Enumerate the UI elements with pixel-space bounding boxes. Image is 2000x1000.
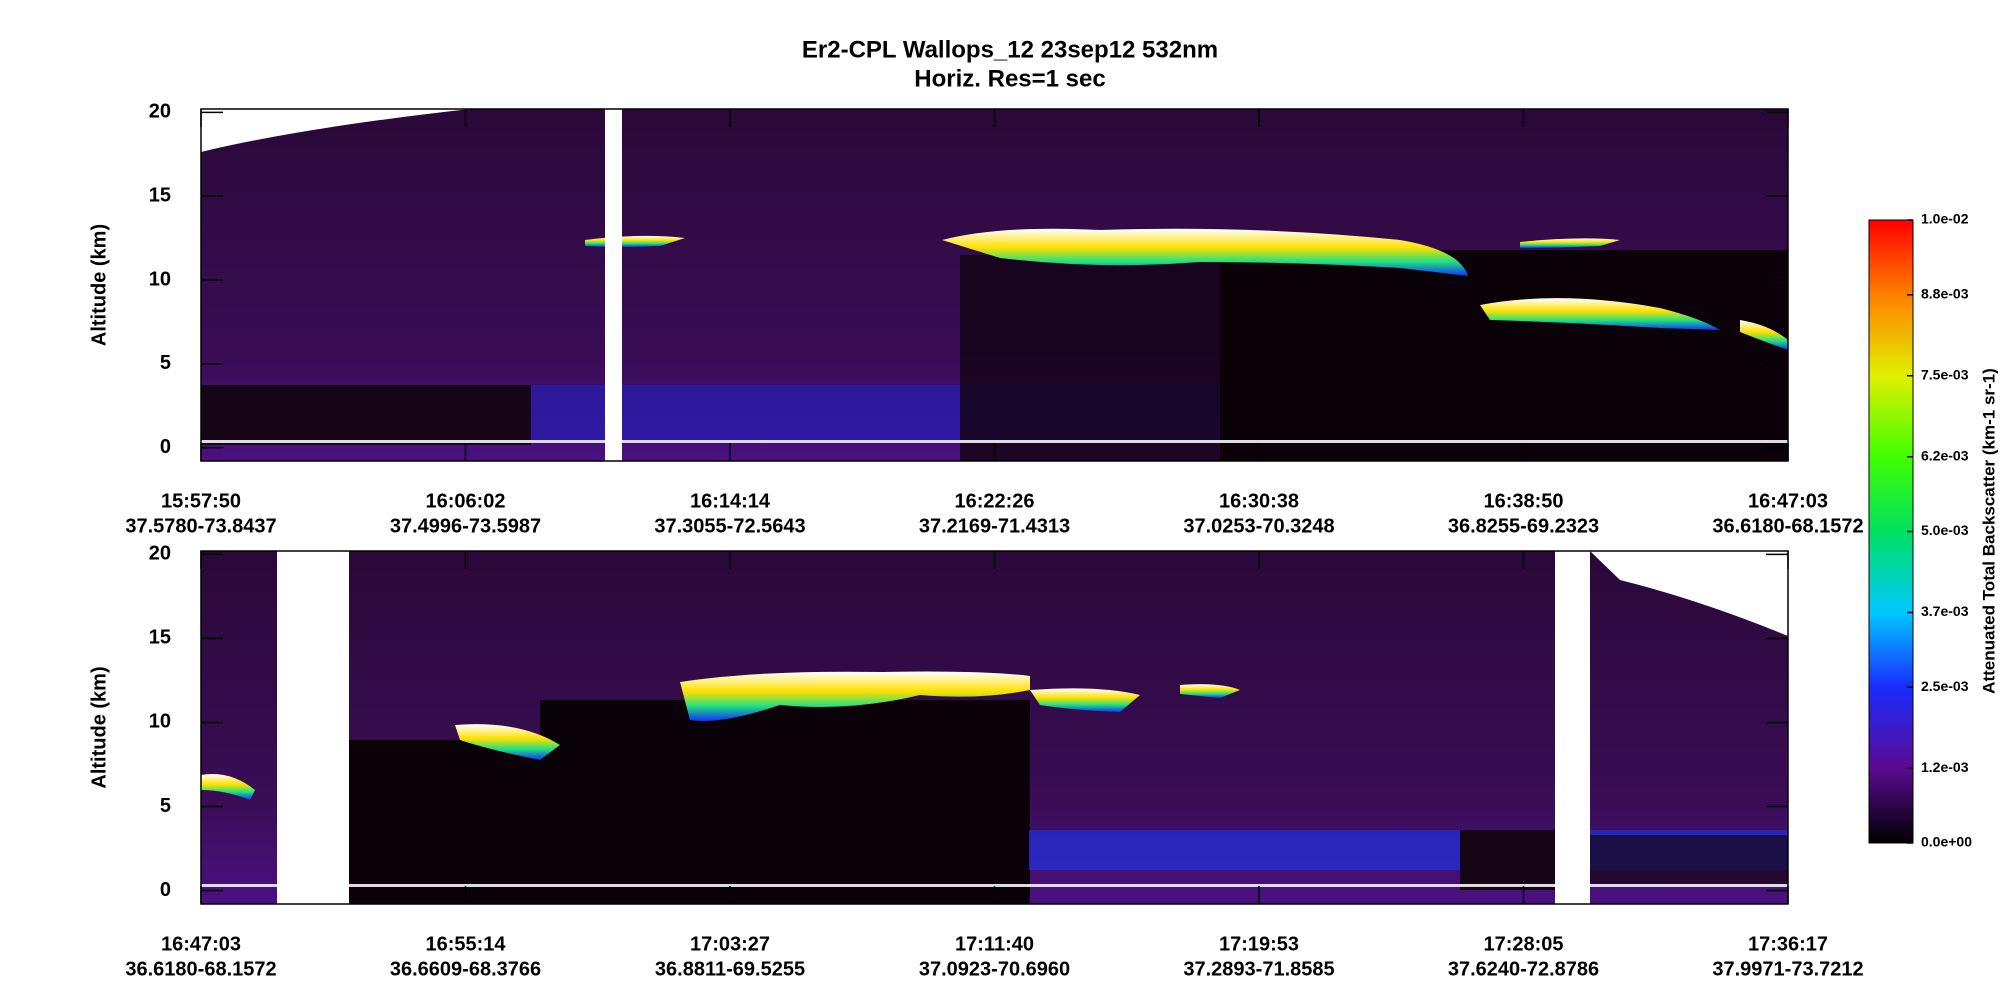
x-tick-position: 37.3055-72.5643 xyxy=(654,515,805,537)
x-tick-position: 37.6240-72.8786 xyxy=(1448,958,1599,980)
y-tick-label: 10 xyxy=(149,268,171,290)
colorbar-tick-label: 3.7e-03 xyxy=(1921,603,1969,619)
colorbar-tick-label: 6.2e-03 xyxy=(1921,447,1969,463)
y-axis-label: Altitude (km) xyxy=(88,224,110,346)
x-tick-label: 15:57:50 xyxy=(161,490,241,512)
backscatter-image xyxy=(201,551,1788,904)
y-tick-label: 5 xyxy=(160,795,171,817)
x-tick-label: 16:30:38 xyxy=(1219,490,1299,512)
subtitle: Horiz. Res=1 sec xyxy=(914,65,1105,92)
x-tick-label: 16:38:50 xyxy=(1483,490,1563,512)
x-tick-position: 37.5780-73.8437 xyxy=(125,515,276,537)
y-tick-label: 20 xyxy=(149,101,171,123)
colorbar-tick-label: 1.2e-03 xyxy=(1921,759,1969,775)
x-tick-position: 37.0253-70.3248 xyxy=(1183,515,1334,537)
y-axis-label: Altitude (km) xyxy=(88,666,110,788)
x-tick-label: 16:55:14 xyxy=(425,933,506,955)
colorbar xyxy=(1868,219,1914,844)
x-tick-label: 16:14:14 xyxy=(690,490,771,512)
title: Er2-CPL Wallops_12 23sep12 532nm xyxy=(802,36,1218,63)
colorbar-tick-label: 0.0e+00 xyxy=(1921,834,1972,850)
colorbar-tick-label: 2.5e-03 xyxy=(1921,678,1969,694)
colorbar-label: Attenuated Total Backscatter (km-1 sr-1) xyxy=(1979,368,1998,694)
x-tick-position: 37.9971-73.7212 xyxy=(1712,958,1863,980)
x-tick-position: 36.8255-69.2323 xyxy=(1448,515,1599,537)
backscatter-image xyxy=(201,109,1788,461)
x-tick-label: 17:19:53 xyxy=(1219,933,1299,955)
y-tick-label: 15 xyxy=(149,627,171,649)
x-tick-position: 36.6180-68.1572 xyxy=(125,958,276,980)
colorbar-tick-label: 7.5e-03 xyxy=(1921,366,1969,382)
x-tick-position: 37.2169-71.4313 xyxy=(919,515,1070,537)
y-tick-label: 5 xyxy=(160,352,171,374)
x-tick-position: 36.8811-69.5255 xyxy=(655,958,805,980)
colorbar-tick-label: 5.0e-03 xyxy=(1921,522,1969,538)
y-tick-label: 20 xyxy=(149,543,171,565)
x-tick-position: 37.2893-71.8585 xyxy=(1183,958,1334,980)
x-tick-label: 17:28:05 xyxy=(1483,933,1563,955)
x-tick-label: 16:22:26 xyxy=(954,490,1034,512)
x-tick-position: 36.6609-68.3766 xyxy=(390,958,541,980)
y-tick-label: 10 xyxy=(149,711,171,733)
x-tick-position: 37.4996-73.5987 xyxy=(390,515,541,537)
y-tick-label: 15 xyxy=(149,184,171,206)
colorbar-tick-label: 8.8e-03 xyxy=(1921,285,1969,301)
x-tick-position: 37.0923-70.6960 xyxy=(919,958,1070,980)
x-tick-label: 16:06:02 xyxy=(425,490,505,512)
x-tick-label: 17:36:17 xyxy=(1748,933,1828,955)
y-tick-label: 0 xyxy=(160,436,171,458)
x-tick-label: 17:11:40 xyxy=(955,933,1034,955)
y-tick-label: 0 xyxy=(160,879,171,901)
colorbar-tick-label: 1.0e-02 xyxy=(1921,211,1969,227)
x-tick-label: 16:47:03 xyxy=(1748,490,1828,512)
x-tick-position: 36.6180-68.1572 xyxy=(1712,515,1863,537)
x-tick-label: 16:47:03 xyxy=(161,933,241,955)
x-tick-label: 17:03:27 xyxy=(690,933,770,955)
